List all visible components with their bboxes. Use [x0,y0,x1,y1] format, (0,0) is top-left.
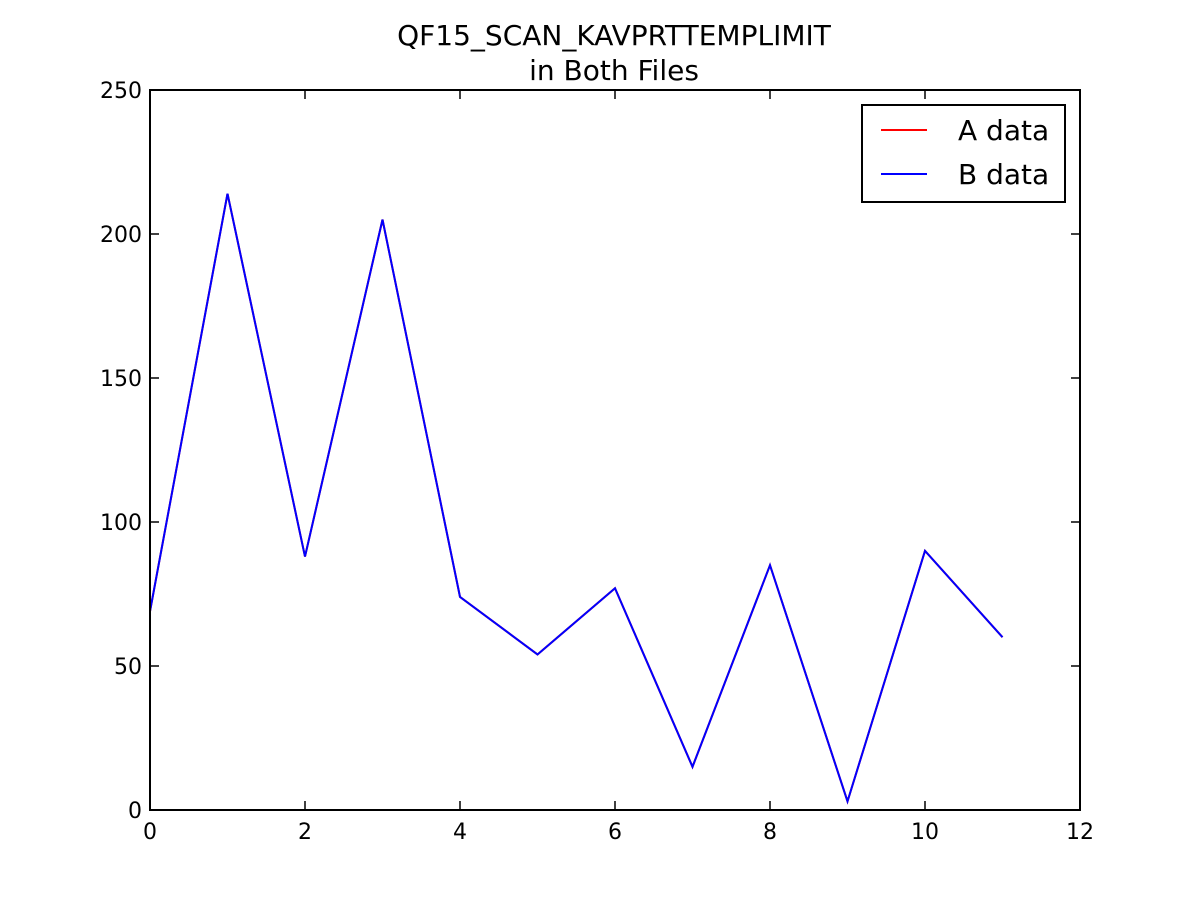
y-tick-label: 200 [100,223,142,248]
y-tick-label: 250 [100,79,142,104]
x-tick-label: 6 [608,820,622,845]
x-tick-label: 2 [298,820,312,845]
tick-layer: 0 2 4 6 8 10 12 0 50 100 150 200 250 [100,79,1094,845]
series-layer [149,193,1004,805]
y-tick-label: 50 [114,655,142,680]
chart-subtitle: in Both Files [529,54,699,87]
series-line-2 [149,193,1004,805]
legend-label-1: A data [958,114,1049,147]
legend-box [861,104,1066,203]
x-tick-label: 4 [453,820,467,845]
plot-area-frame [149,89,1081,811]
chart-title: QF15_SCAN_KAVPRTTEMPLIMIT [397,19,832,52]
x-tick-label: 0 [143,820,157,845]
x-tick-label: 8 [763,820,777,845]
y-tick-label: 100 [100,511,142,536]
y-tick-label: 150 [100,367,142,392]
legend: A data B data [861,104,1066,203]
x-tick-label: 12 [1066,820,1094,845]
y-tick-label: 0 [128,799,142,824]
x-tick-label: 10 [911,820,939,845]
legend-label-2: B data [958,158,1049,191]
